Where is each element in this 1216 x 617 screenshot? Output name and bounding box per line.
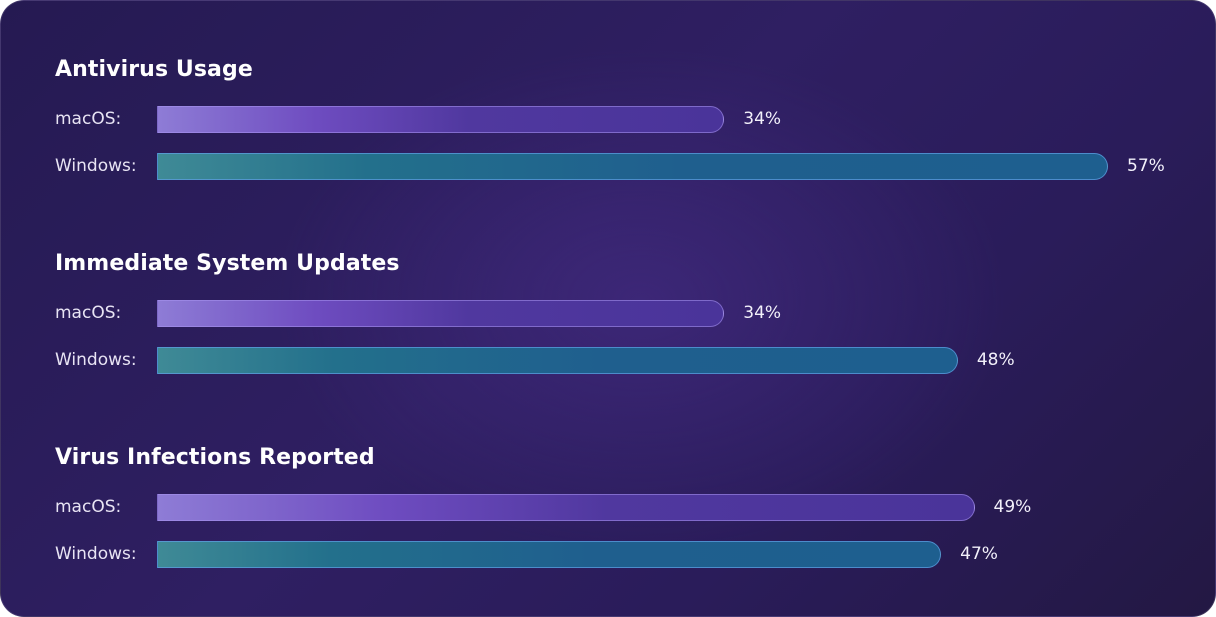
value-label: 34% (743, 109, 782, 129)
bar-win (157, 347, 958, 374)
value-label: 57% (1127, 156, 1165, 176)
group-title: Antivirus Usage (55, 57, 253, 82)
value-label: 34% (743, 303, 782, 323)
group-title: Immediate System Updates (55, 251, 400, 276)
value-label: 49% (993, 497, 1032, 517)
bar-mac (157, 106, 725, 133)
bar-mac (157, 494, 975, 521)
group-title: Virus Infections Reported (55, 445, 375, 470)
row-label-win: Windows: (55, 350, 137, 370)
bar-mac (157, 300, 725, 327)
row-label-mac: macOS: (55, 109, 122, 129)
row-label-win: Windows: (55, 156, 137, 176)
value-label: 47% (960, 544, 998, 564)
row-label-win: Windows: (55, 544, 137, 564)
bar-win (157, 541, 942, 568)
value-label: 48% (976, 350, 1015, 370)
row-label-mac: macOS: (55, 497, 122, 517)
bar-win (157, 153, 1108, 180)
row-label-mac: macOS: (55, 303, 122, 323)
